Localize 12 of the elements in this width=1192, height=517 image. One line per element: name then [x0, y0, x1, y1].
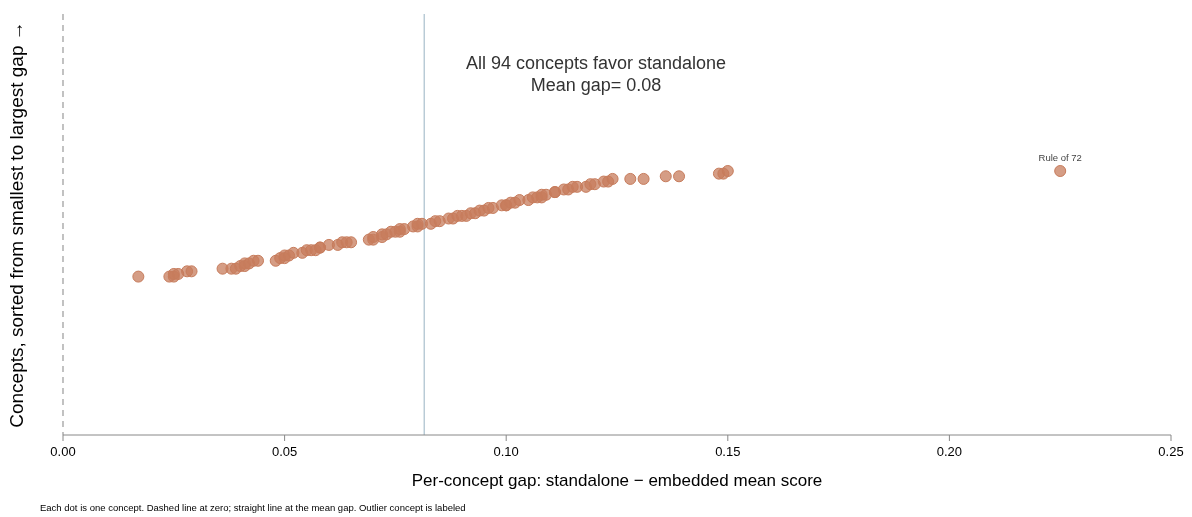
y-axis-title: Concepts, sorted from smallest to largest gap → — [6, 21, 27, 428]
x-tick-label: 0.20 — [936, 444, 963, 459]
x-tick-label: 0.25 — [1158, 444, 1184, 459]
x-tick-label: 0.10 — [493, 444, 519, 459]
x-tick-label: 0.15 — [715, 444, 741, 459]
x-tick-label: 0.00 — [50, 444, 76, 459]
annotation: Rule of 72 — [1038, 152, 1082, 163]
text: Each dot is one concept. Dashed line at zero; straight line at the mean gap. Outlier concept is labeled — [40, 502, 466, 513]
x-tick-label: 0.05 — [271, 444, 298, 459]
chart-subtitle: Mean gap= 0.08 — [530, 75, 662, 95]
chart-title: All 94 concepts favor standalone — [465, 53, 727, 73]
x-axis-title: Per-concept gap: standalone − embedded mean score — [411, 471, 823, 490]
